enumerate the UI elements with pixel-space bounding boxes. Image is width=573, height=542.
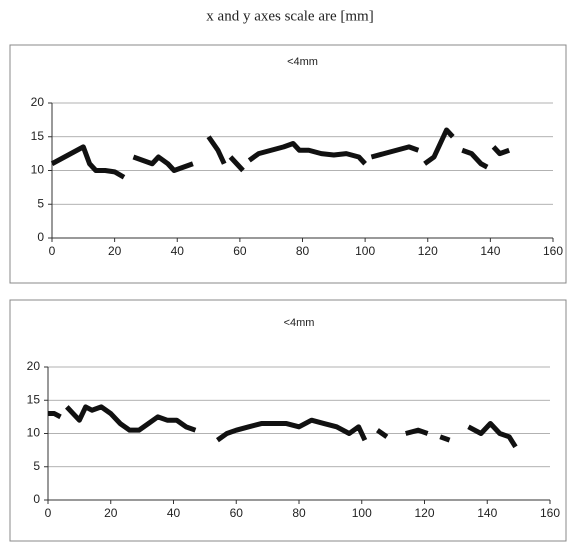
x-tick-label: 20: [104, 506, 118, 520]
y-tick-label: 0: [33, 492, 40, 506]
x-tick-label: 160: [543, 244, 563, 258]
x-tick-label: 40: [171, 244, 185, 258]
x-tick-label: 80: [296, 244, 310, 258]
x-tick-label: 80: [292, 506, 306, 520]
x-tick-label: 40: [167, 506, 181, 520]
y-tick-label: 15: [27, 392, 41, 406]
x-tick-label: 120: [418, 244, 438, 258]
chart-title: <4mm: [287, 56, 318, 68]
y-tick-label: 0: [37, 230, 44, 244]
x-tick-label: 120: [414, 506, 434, 520]
chart-frame: [9, 44, 567, 284]
y-tick-label: 10: [31, 163, 45, 177]
y-tick-label: 5: [37, 196, 44, 210]
figure-title: x and y axes scale are [mm]: [206, 8, 373, 24]
x-tick-label: 100: [352, 506, 372, 520]
x-tick-label: 20: [108, 244, 122, 258]
chart-title: <4mm: [284, 317, 315, 329]
y-tick-label: 5: [33, 459, 40, 473]
y-tick-label: 15: [31, 129, 45, 143]
x-tick-label: 60: [233, 244, 247, 258]
x-tick-label: 0: [49, 244, 56, 258]
x-tick-label: 160: [540, 506, 560, 520]
x-tick-label: 60: [230, 506, 244, 520]
chart-frame: [9, 299, 567, 542]
y-tick-label: 20: [27, 359, 41, 373]
y-tick-label: 20: [31, 95, 45, 109]
x-tick-label: 140: [480, 244, 500, 258]
x-tick-label: 0: [45, 506, 52, 520]
data-line: [50, 127, 511, 180]
y-tick-label: 10: [27, 426, 41, 440]
x-tick-label: 100: [355, 244, 375, 258]
data-line: [48, 404, 518, 449]
x-tick-label: 140: [477, 506, 497, 520]
